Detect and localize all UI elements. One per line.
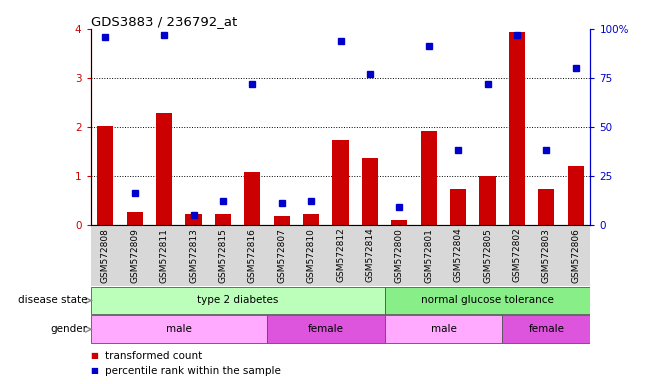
Text: GSM572801: GSM572801 <box>424 228 433 283</box>
Bar <box>362 158 378 225</box>
Text: GSM572814: GSM572814 <box>366 228 374 283</box>
Bar <box>332 141 349 225</box>
Text: percentile rank within the sample: percentile rank within the sample <box>105 366 281 376</box>
Text: ■: ■ <box>91 351 99 361</box>
Text: normal glucose tolerance: normal glucose tolerance <box>421 295 554 306</box>
Text: gender: gender <box>50 324 87 334</box>
Bar <box>185 214 201 225</box>
Text: GSM572809: GSM572809 <box>130 228 139 283</box>
Bar <box>97 126 113 225</box>
Text: GSM572804: GSM572804 <box>454 228 463 283</box>
Bar <box>303 214 319 225</box>
Text: GSM572813: GSM572813 <box>189 228 198 283</box>
Bar <box>480 176 496 225</box>
Bar <box>267 316 384 343</box>
Bar <box>421 131 437 225</box>
Text: GDS3883 / 236792_at: GDS3883 / 236792_at <box>91 15 237 28</box>
Bar <box>215 214 231 225</box>
Bar <box>274 216 290 225</box>
Text: GSM572806: GSM572806 <box>571 228 580 283</box>
Text: GSM572807: GSM572807 <box>277 228 287 283</box>
Text: female: female <box>528 324 564 334</box>
Text: male: male <box>166 324 192 334</box>
Bar <box>384 286 590 314</box>
Text: GSM572808: GSM572808 <box>101 228 110 283</box>
Bar <box>91 316 267 343</box>
Text: transformed count: transformed count <box>105 351 203 361</box>
Text: type 2 diabetes: type 2 diabetes <box>197 295 278 306</box>
Text: GSM572815: GSM572815 <box>218 228 227 283</box>
Text: disease state: disease state <box>17 295 87 306</box>
Text: GSM572805: GSM572805 <box>483 228 492 283</box>
Bar <box>244 172 260 225</box>
Bar <box>509 32 525 225</box>
Text: GSM572811: GSM572811 <box>160 228 168 283</box>
Text: GSM572810: GSM572810 <box>307 228 315 283</box>
Bar <box>91 286 384 314</box>
Bar <box>450 189 466 225</box>
Bar <box>384 316 503 343</box>
Text: GSM572802: GSM572802 <box>513 228 521 283</box>
Text: GSM572816: GSM572816 <box>248 228 257 283</box>
Bar <box>156 113 172 225</box>
Text: female: female <box>308 324 344 334</box>
Text: GSM572800: GSM572800 <box>395 228 404 283</box>
Bar <box>391 220 407 225</box>
Bar <box>127 212 143 225</box>
Text: male: male <box>431 324 456 334</box>
Text: GSM572803: GSM572803 <box>542 228 551 283</box>
Bar <box>538 189 554 225</box>
Bar <box>568 166 584 225</box>
Text: GSM572812: GSM572812 <box>336 228 345 283</box>
Text: ■: ■ <box>91 366 99 375</box>
Bar <box>503 316 590 343</box>
